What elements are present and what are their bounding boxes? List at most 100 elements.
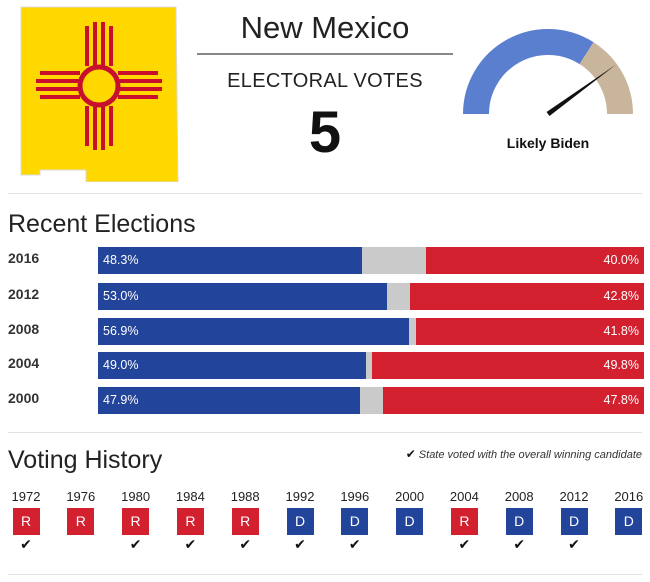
party-badge: D (396, 508, 424, 535)
zia-sun-ring (77, 64, 121, 108)
history-year: 1980 (121, 489, 151, 504)
history-item: 1992 D ✔ (282, 489, 318, 553)
history-item: 1996 D ✔ (337, 489, 373, 553)
election-bar-track: 47.9% 47.8% (98, 387, 644, 414)
recent-elections-title: Recent Elections (8, 210, 196, 238)
rep-share-label: 49.8% (603, 358, 639, 372)
dem-bar (98, 283, 388, 310)
check-icon: ✔ (513, 536, 526, 552)
party-badge: D (341, 508, 369, 535)
voting-history-title: Voting History (8, 446, 163, 474)
rep-bar (425, 247, 644, 274)
dem-bar (98, 352, 366, 379)
dem-share-label: 56.9% (103, 324, 139, 338)
election-bar-track: 48.3% 40.0% (98, 247, 644, 274)
history-item: 2016 D (611, 490, 647, 551)
rep-share-label: 40.0% (603, 253, 639, 267)
rep-bar (415, 318, 644, 345)
dem-bar (98, 247, 362, 274)
dem-share-label: 47.9% (103, 393, 139, 407)
election-year: 2012 (8, 286, 40, 302)
forecast-gauge (463, 29, 633, 117)
party-badge: R (67, 508, 95, 535)
winner-legend: ✔ State voted with the overall winning ca… (406, 447, 642, 461)
check-icon: ✔ (184, 536, 197, 552)
state-map-flag (20, 6, 179, 182)
dem-share-label: 53.0% (103, 289, 139, 303)
dem-share-label: 49.0% (103, 358, 139, 372)
history-year: 2016 (614, 489, 644, 504)
history-year: 1988 (230, 489, 260, 504)
history-year: 1976 (66, 489, 96, 504)
state-name: New Mexico (240, 10, 410, 45)
history-year: 2008 (504, 489, 534, 504)
rep-share-label: 47.8% (603, 393, 639, 407)
history-item: 2012 D ✔ (556, 490, 592, 553)
check-icon (611, 535, 647, 551)
gauge-rep-arc (579, 42, 633, 115)
party-badge: D (505, 508, 533, 535)
gauge-needle (546, 64, 616, 117)
history-year: 2004 (449, 489, 479, 504)
check-icon: ✔ (239, 536, 252, 552)
party-badge: R (176, 508, 204, 535)
dem-bar (98, 387, 360, 414)
rep-bar (410, 283, 644, 310)
history-item: 2004 R ✔ (446, 489, 482, 553)
rep-share-label: 42.8% (603, 289, 639, 303)
gauge-dem-arc (463, 29, 594, 115)
history-item: 1988 R ✔ (227, 489, 263, 553)
history-item: 1984 R ✔ (172, 489, 208, 553)
history-item: 1980 R ✔ (118, 489, 154, 553)
winner-legend-text: State voted with the overall winning can… (418, 449, 642, 461)
history-year: 1992 (285, 489, 315, 504)
history-year: 1996 (340, 489, 370, 504)
election-year: 2008 (8, 321, 40, 337)
election-year: 2016 (8, 250, 40, 266)
party-badge: R (231, 508, 259, 535)
check-icon: ✔ (20, 536, 32, 552)
history-item: 2008 D ✔ (501, 489, 537, 553)
election-row: 2000 47.9% 47.8% (8, 387, 644, 414)
history-year: 1972 (11, 489, 41, 504)
forecast-label: Likely Biden (506, 135, 590, 151)
rep-share-label: 41.8% (603, 324, 639, 338)
election-row: 2012 53.0% 42.8% (8, 283, 644, 310)
election-row: 2008 56.9% 41.8% (8, 318, 644, 345)
party-badge: D (615, 508, 643, 535)
history-item: 1976 R (63, 490, 99, 551)
history-year: 2000 (395, 489, 425, 504)
election-bar-track: 56.9% 41.8% (98, 318, 644, 345)
party-badge: D (286, 508, 314, 535)
zia-sun-symbol (36, 22, 162, 150)
voting-history-list: 1972 R ✔ 1976 R 1980 R ✔ 1984 R ✔ 1988 R ✔ 1992 D ✔ 1996 D… (8, 490, 648, 560)
section-divider (8, 574, 642, 575)
check-icon: ✔ (568, 536, 580, 552)
check-icon: ✔ (294, 536, 306, 552)
election-year: 2000 (8, 390, 40, 406)
title-divider (197, 53, 453, 55)
party-badge: R (12, 508, 40, 535)
dem-bar (98, 318, 409, 345)
party-badge: R (122, 508, 150, 535)
party-badge: R (450, 508, 478, 535)
check-icon (63, 535, 99, 551)
electoral-votes-count: 5 (308, 100, 342, 165)
check-icon: ✔ (405, 447, 416, 461)
election-bar-track: 49.0% 49.8% (98, 352, 644, 379)
section-divider (8, 432, 642, 433)
rep-bar (372, 352, 644, 379)
party-badge: D (560, 508, 588, 535)
election-year: 2004 (8, 355, 40, 371)
check-icon: ✔ (129, 536, 142, 552)
history-item: 2000 D (392, 490, 428, 551)
election-bar-track: 53.0% 42.8% (98, 283, 644, 310)
history-year: 1984 (175, 489, 205, 504)
check-icon: ✔ (348, 536, 361, 552)
electoral-votes-label: ELECTORAL VOTES (227, 70, 423, 92)
section-divider (8, 193, 642, 194)
check-icon (392, 535, 428, 551)
dem-share-label: 48.3% (103, 253, 139, 267)
election-row: 2004 49.0% 49.8% (8, 352, 644, 379)
election-row: 2016 48.3% 40.0% (8, 247, 644, 274)
